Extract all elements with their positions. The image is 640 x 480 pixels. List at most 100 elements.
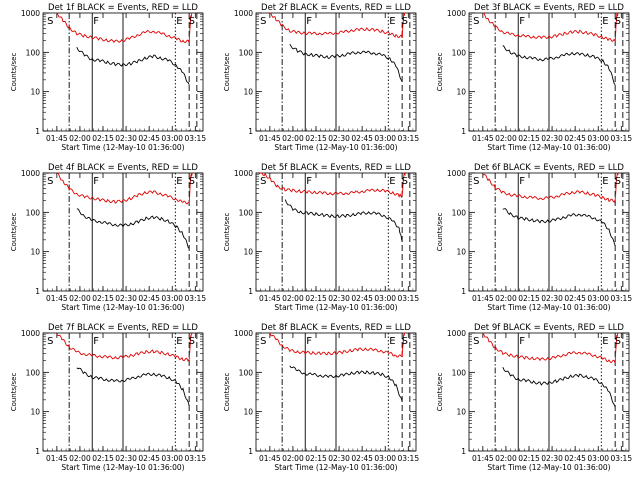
y-tick-label: 10 [30,408,40,417]
y-tick-label: 10 [456,88,466,97]
x-tick-label: 02:15 [305,294,327,303]
x-tick-label: 03:00 [587,294,609,303]
x-tick-label: 03:15 [184,454,206,463]
phase-marker-S: S [402,16,408,27]
x-tick-label: 03:15 [184,134,206,143]
phase-marker-F: F [93,176,99,187]
phase-marker-S: S [189,16,195,27]
y-tick-label: 100 [239,208,254,217]
y-tick-label: 1 [248,127,253,136]
phase-marker-S: S [47,16,53,27]
y-tick-label: 100 [452,48,467,57]
x-tick-label: 01:45 [472,454,494,463]
x-tick-label: 02:30 [541,454,563,463]
events-series-line [76,208,190,249]
y-tick-label: 1 [248,447,253,456]
y-axis-label: Counts/sec [436,373,444,412]
phase-marker-S: S [615,16,621,27]
detector-panel-9: Det 9f BLACK = Events, RED = LLD 1 10 100 10… [436,323,632,472]
y-tick-label: 1000 [21,9,40,18]
x-tick-label: 03:00 [374,454,396,463]
phase-marker-E: E [176,176,182,187]
x-tick-label: 02:15 [518,454,540,463]
y-tick-label: 10 [30,88,40,97]
y-tick-label: 1 [35,447,40,456]
x-tick-label: 01:45 [472,134,494,143]
x-tick-label: 03:15 [397,294,419,303]
phase-marker-F: F [519,16,525,27]
x-tick-label: 02:30 [328,454,350,463]
lld-series-line [269,332,406,358]
events-series-line [76,47,190,85]
x-axis-label: Start Time (12-May-10 01:36:00) [61,303,184,312]
y-tick-label: 100 [239,48,254,57]
y-tick-label: 100 [452,208,467,217]
x-tick-label: 02:30 [541,134,563,143]
y-tick-label: 1 [461,127,466,136]
x-axis-label: Start Time (12-May-10 01:36:00) [61,143,184,152]
x-tick-label: 02:45 [351,454,373,463]
phase-marker-S: S [473,176,479,187]
x-tick-label: 02:00 [495,134,517,143]
phase-marker-S: S [473,16,479,27]
x-tick-label: 02:15 [92,294,114,303]
phase-marker-E: E [389,16,395,27]
detector-panel-4: Det 4f BLACK = Events, RED = LLD 1 10 100 10… [10,163,206,312]
phase-marker-E: E [602,16,608,27]
events-series-line [284,199,403,242]
panel-title: Det 5f BLACK = Events, RED = LLD [261,163,411,173]
lld-series-line [482,12,619,43]
y-tick-label: 100 [452,368,467,377]
phase-marker-S: S [47,176,53,187]
y-tick-label: 10 [243,88,253,97]
detector-panel-7: Det 7f BLACK = Events, RED = LLD 1 10 100 10… [10,323,206,472]
lld-series-line [56,332,193,362]
y-tick-label: 1000 [21,329,40,338]
phase-marker-E: E [602,336,608,347]
events-series-line [502,208,616,247]
y-tick-label: 100 [26,368,41,377]
x-axis-label: Start Time (12-May-10 01:36:00) [274,303,397,312]
detector-panel-2: Det 2f BLACK = Events, RED = LLD 1 10 100 10… [223,3,419,152]
x-axis-label: Start Time (12-May-10 01:36:00) [274,143,397,152]
panel-title: Det 3f BLACK = Events, RED = LLD [474,3,624,13]
phase-marker-S: S [260,176,266,187]
x-tick-label: 02:30 [328,294,350,303]
detector-panel-6: Det 6f BLACK = Events, RED = LLD 1 10 100 10… [436,163,632,312]
lld-series-line [482,172,619,204]
detector-panel-8: Det 8f BLACK = Events, RED = LLD 1 10 100 10… [223,323,419,472]
y-tick-label: 1000 [234,329,253,338]
panel-title: Det 2f BLACK = Events, RED = LLD [261,3,411,13]
lld-series-line [56,172,193,205]
phase-marker-F: F [306,16,312,27]
phase-marker-S: S [189,176,195,187]
events-series-line [289,43,403,82]
x-tick-label: 02:45 [351,134,373,143]
y-tick-label: 1 [248,287,253,296]
x-tick-label: 03:00 [161,294,183,303]
y-axis-label: Counts/sec [10,53,18,92]
x-tick-label: 03:00 [161,134,183,143]
x-tick-label: 02:00 [495,294,517,303]
y-tick-label: 10 [243,248,253,257]
x-tick-label: 01:45 [259,454,281,463]
phase-marker-S: S [402,336,408,347]
phase-marker-E: E [389,336,395,347]
y-tick-label: 1 [461,447,466,456]
x-tick-label: 02:45 [138,294,160,303]
x-tick-label: 02:45 [564,294,586,303]
x-tick-label: 01:45 [472,294,494,303]
x-tick-label: 01:45 [259,294,281,303]
y-axis-label: Counts/sec [223,53,231,92]
phase-marker-F: F [519,176,525,187]
x-tick-label: 02:00 [69,454,91,463]
phase-marker-F: F [306,176,312,187]
x-tick-label: 03:00 [374,294,396,303]
y-tick-label: 100 [26,208,41,217]
panel-title: Det 7f BLACK = Events, RED = LLD [48,323,198,333]
phase-marker-F: F [519,336,525,347]
x-tick-label: 02:45 [138,134,160,143]
phase-marker-S: S [47,336,53,347]
phase-marker-S: S [402,176,408,187]
